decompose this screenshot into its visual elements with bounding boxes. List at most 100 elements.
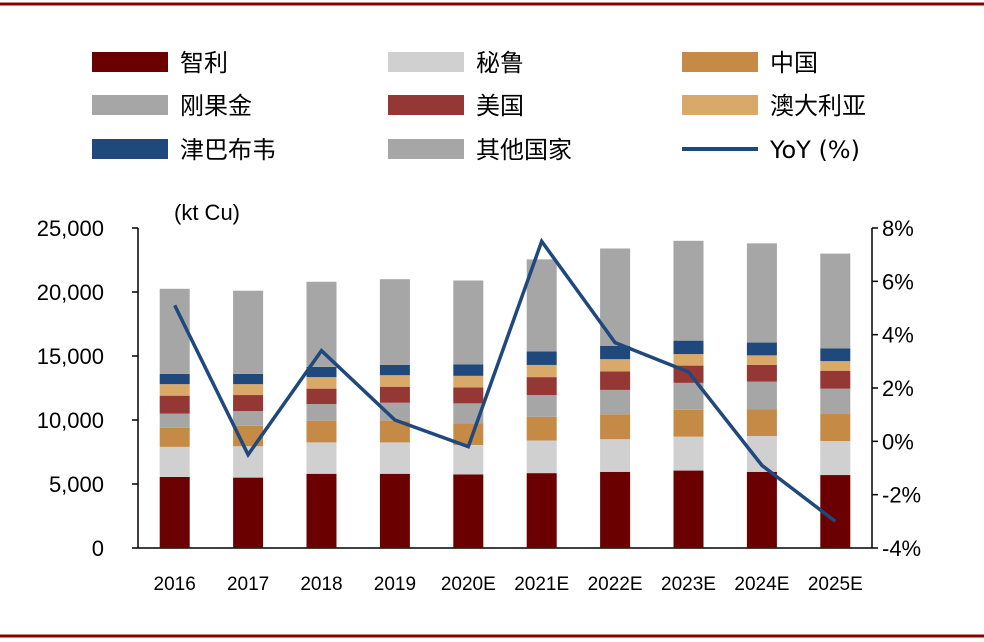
bar-segment-1	[673, 470, 704, 548]
bar-segment-5	[820, 370, 851, 389]
bar-segment-1	[526, 473, 557, 548]
right-y-ticks: -4% -2% 0% 2% 4% 6% 8%	[872, 216, 921, 561]
right-tick-label: 8%	[882, 216, 914, 241]
bar-segment-1	[379, 473, 410, 548]
bar-segment-1	[600, 471, 631, 548]
x-tick-label: 2019	[374, 574, 416, 595]
bar-segment-8	[673, 240, 704, 341]
bar-segment-4	[453, 403, 484, 424]
bar-segment-6	[526, 364, 557, 378]
bar-segment-7	[453, 364, 484, 376]
bar-segment-2	[820, 441, 851, 476]
x-tick-label: 2017	[227, 574, 269, 595]
legend-label: 其他国家	[476, 136, 572, 164]
bar-segment-3	[820, 413, 851, 442]
bars	[159, 240, 851, 548]
bar-segment-7	[379, 364, 410, 376]
legend-swatch	[388, 139, 464, 159]
bar-segment-3	[673, 409, 704, 437]
bar-segment-6	[233, 384, 264, 396]
bar-segment-6	[306, 377, 337, 389]
x-tick-label: 2016	[154, 574, 196, 595]
bar-segment-5	[600, 371, 631, 390]
bar-segment-4	[306, 404, 337, 421]
bar-segment-7	[526, 351, 557, 365]
bar-segment-2	[600, 439, 631, 472]
bar-segment-2	[453, 444, 484, 475]
legend-label: 津巴布韦	[180, 136, 276, 164]
right-tick-label: 0%	[882, 429, 914, 454]
legend-swatch	[682, 52, 758, 72]
bar-segment-4	[233, 411, 264, 426]
bar-segment-6	[673, 354, 704, 366]
bar-segment-5	[526, 377, 557, 396]
bar-segment-2	[379, 442, 410, 474]
bar-segment-7	[306, 366, 337, 378]
bar-segment-3	[526, 416, 557, 441]
x-tick-label: 2024E	[734, 574, 789, 595]
bar-segment-8	[159, 288, 190, 374]
yoy-line-layer	[173, 237, 837, 523]
legend-label: 智利	[180, 49, 228, 77]
bar-segment-1	[233, 477, 264, 548]
bar-segment-5	[159, 395, 190, 414]
bar-segment-3	[306, 420, 337, 443]
bar-segment-1	[453, 474, 484, 548]
right-tick-label: 6%	[882, 269, 914, 294]
bar-segment-5	[746, 364, 777, 382]
bar-segment-6	[453, 375, 484, 388]
right-tick-label: 2%	[882, 376, 914, 401]
legend-swatch	[388, 52, 464, 72]
bar-segment-8	[526, 259, 557, 352]
bar-segment-2	[159, 446, 190, 477]
bar-segment-3	[159, 427, 190, 447]
x-tick-label: 2021E	[514, 574, 569, 595]
left-tick-label: 10,000	[37, 408, 104, 433]
bar-segment-6	[746, 355, 777, 365]
bar-segment-3	[600, 414, 631, 440]
bar-segment-1	[159, 476, 190, 548]
bar-segment-3	[746, 409, 777, 436]
right-tick-label: 4%	[882, 323, 914, 348]
x-tick-label: 2018	[300, 574, 342, 595]
legend-label: 美国	[476, 92, 524, 120]
bar-segment-2	[673, 436, 704, 471]
x-ticks: 2016 2017 2018 2019 2020E 2021E 2022E 2023E 2024…	[154, 574, 863, 595]
bar-segment-6	[600, 359, 631, 372]
bar-segment-4	[746, 381, 777, 410]
legend-label: 秘鲁	[476, 49, 524, 77]
legend-label: 中国	[770, 49, 818, 77]
left-y-ticks: 0 5,000 10,000 15,000 20,000 25,000	[37, 216, 138, 561]
bar-segment-8	[820, 253, 851, 349]
bar-segment-1	[746, 471, 777, 548]
left-tick-label: 15,000	[37, 344, 104, 369]
bar-segment-7	[820, 348, 851, 362]
bar-segment-2	[306, 442, 337, 474]
yoy-line	[173, 237, 837, 523]
bar-segment-8	[453, 280, 484, 365]
bar-segment-5	[233, 395, 264, 412]
legend-swatch	[92, 139, 168, 159]
x-tick-label: 2020E	[441, 574, 496, 595]
x-tick-label: 2025E	[808, 574, 863, 595]
bar-segment-4	[600, 389, 631, 415]
bar-segment-6	[159, 384, 190, 396]
bar-segment-8	[306, 281, 337, 367]
bar-segment-7	[673, 340, 704, 355]
right-tick-label: -4%	[882, 536, 921, 561]
legend-swatch	[682, 95, 758, 115]
bar-segment-7	[159, 373, 190, 385]
bar-segment-7	[233, 373, 264, 385]
bar-segment-4	[379, 402, 410, 421]
bar-segment-6	[379, 375, 410, 387]
bar-segment-4	[820, 388, 851, 414]
bar-segment-8	[379, 279, 410, 365]
x-tick-label: 2023E	[661, 574, 716, 595]
y-axis-unit-label: (kt Cu)	[174, 200, 240, 225]
legend-label: 澳大利亚	[770, 92, 866, 120]
legend-swatch	[92, 52, 168, 72]
left-tick-label: 5,000	[49, 472, 104, 497]
bar-segment-4	[159, 413, 190, 428]
